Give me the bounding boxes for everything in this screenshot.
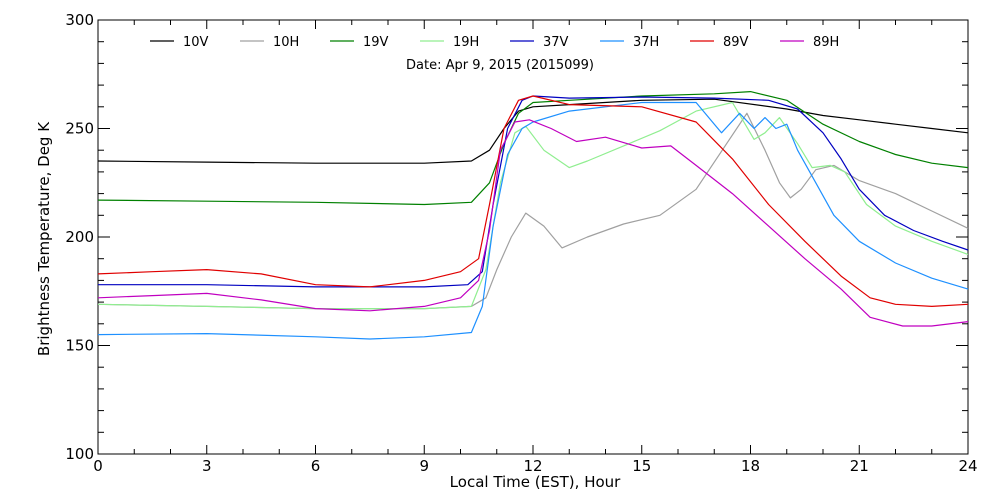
legend-label: 19V	[363, 35, 389, 50]
x-tick-label: 0	[93, 457, 103, 475]
series-lines	[97, 90, 969, 340]
x-tick-label: 21	[850, 457, 869, 475]
x-tick-label: 15	[632, 457, 651, 475]
y-axis-label: Brightness Temperature, Deg K	[35, 121, 53, 356]
y-tick-label: 150	[65, 337, 94, 355]
legend-label: 10H	[273, 35, 299, 50]
legend-label: 37V	[543, 35, 569, 50]
legend: 10V 10H 19V 19H 37V 37H 89V 89H	[150, 35, 839, 50]
legend-label: 37H	[633, 35, 659, 50]
legend-label: 89V	[723, 35, 749, 50]
series-line-10h	[97, 112, 969, 310]
series-line-89h	[97, 119, 969, 327]
x-tick-label: 12	[523, 457, 542, 475]
x-axis-label: Local Time (EST), Hour	[450, 473, 621, 491]
x-tick-label: 18	[741, 457, 760, 475]
date-annotation: Date: Apr 9, 2015 (2015099)	[406, 58, 594, 73]
series-line-37v	[98, 95, 969, 288]
x-tick-label: 3	[202, 457, 212, 475]
series-line-37h	[97, 101, 969, 340]
series-line-89v	[97, 95, 969, 307]
legend-label: 10V	[183, 35, 209, 50]
y-tick-label: 200	[65, 228, 94, 246]
y-tick-label: 250	[65, 120, 94, 138]
y-tick-label: 100	[65, 445, 94, 463]
series-line-19v	[97, 90, 969, 206]
y-tick-label: 300	[65, 11, 94, 29]
x-tick-label: 9	[419, 457, 429, 475]
series-line-19h	[97, 101, 969, 310]
x-tick-label: 6	[311, 457, 321, 475]
series-line-10v	[97, 98, 969, 164]
legend-label: 19H	[453, 35, 479, 50]
x-tick-label: 24	[958, 457, 977, 475]
plot-frame	[97, 19, 969, 455]
legend-label: 89H	[813, 35, 839, 50]
axes: 0 3 6 9 12 15 18 21 24 100 150 200 250 300	[65, 11, 977, 475]
